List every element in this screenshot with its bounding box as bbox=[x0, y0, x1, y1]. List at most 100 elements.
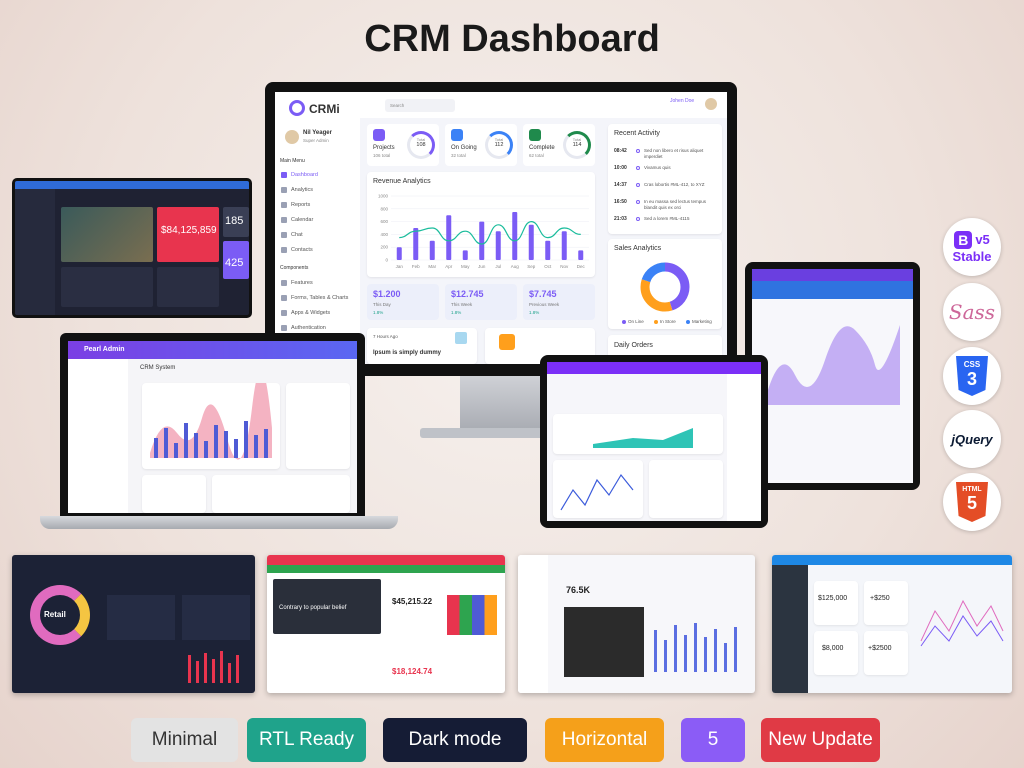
stat-ring-label: Total bbox=[416, 137, 426, 142]
search-placeholder: Search bbox=[390, 103, 405, 108]
summary-label: This Week bbox=[451, 302, 473, 307]
thumb-card: $125,000 bbox=[814, 581, 858, 625]
note-icon bbox=[499, 334, 515, 350]
logo-icon bbox=[289, 100, 305, 116]
y-tick-label: 800 bbox=[380, 206, 388, 211]
badge: Dark mode bbox=[383, 718, 527, 762]
monitor-base bbox=[420, 428, 580, 438]
activity-dot bbox=[636, 149, 640, 153]
menu-item: Authentication bbox=[291, 325, 326, 331]
tech-css: CSS 3 bbox=[943, 347, 1001, 405]
thumb-card: +$250 bbox=[864, 581, 908, 625]
thumb-sidebar bbox=[518, 555, 548, 693]
stat-ring-value: 114 bbox=[572, 142, 582, 148]
thumb-gray: 76.5K bbox=[518, 555, 755, 693]
bar bbox=[446, 215, 452, 260]
summary-label: Previous Week bbox=[529, 302, 560, 307]
right-tablet-screen bbox=[752, 269, 913, 483]
revenue-chart: 0 200 400 600 800 1000 Jan Feb Mar Apr May Jun Jul Au… bbox=[378, 194, 589, 269]
laptop-card bbox=[142, 475, 206, 513]
x-tick-label: Jun bbox=[478, 264, 486, 269]
orders-title: Daily Orders bbox=[614, 342, 653, 349]
thumb-light: Contrary to popular belief $45,215.22 $1… bbox=[267, 555, 505, 693]
menu-item: Features bbox=[291, 280, 313, 286]
thumb-panel bbox=[182, 595, 250, 640]
sales-title: Sales Analytics bbox=[614, 245, 662, 252]
thumb-amount: $45,215.22 bbox=[392, 597, 433, 606]
menu-icon bbox=[281, 217, 287, 223]
summary-card: $12.745 This Week 1.8% bbox=[445, 284, 517, 320]
bootstrap-version: v5 bbox=[975, 232, 990, 247]
activity-time: 16:50 bbox=[614, 199, 627, 205]
header-avatar bbox=[705, 98, 717, 110]
thumb-bars bbox=[188, 651, 239, 683]
stat-card: Projects 106 total Total 108 bbox=[367, 124, 439, 166]
stat-sub: 32 total bbox=[451, 153, 466, 158]
activity-text: In eu massa sed lectus tempus blandit qu… bbox=[644, 199, 707, 210]
html-version: 5 bbox=[966, 493, 977, 513]
thumb-dark-panel bbox=[564, 607, 644, 677]
st-chart bbox=[593, 428, 693, 448]
st-card bbox=[649, 460, 723, 518]
laptop-bars bbox=[154, 421, 268, 458]
tablet-stat-card: 185 bbox=[223, 207, 249, 237]
menu-icon bbox=[281, 187, 287, 193]
laptop-area bbox=[150, 369, 272, 460]
badge: 5 bbox=[681, 718, 745, 762]
thumb-price: +$2500 bbox=[868, 645, 892, 652]
bar bbox=[495, 231, 501, 260]
tablet-red-card: $84,125,859 bbox=[157, 207, 219, 262]
tablet-sidebar bbox=[15, 189, 55, 315]
menu-icon bbox=[281, 280, 287, 286]
stat-ring-value: 108 bbox=[416, 142, 426, 148]
bar bbox=[429, 240, 435, 260]
activity-text: Sed non libero et risus aliquet imperdie… bbox=[644, 148, 704, 159]
x-tick-label: Jul bbox=[495, 264, 501, 269]
stat-icon bbox=[373, 129, 385, 141]
revenue-card: Revenue Analytics 0 200 400 600 800 1000 Jan Fe… bbox=[367, 172, 595, 277]
laptop-screen: Pearl Admin CRM System bbox=[68, 341, 357, 513]
laptop-header: Pearl Admin bbox=[68, 341, 357, 359]
tablet-stat-card: 425 bbox=[223, 241, 249, 279]
summary-card: $7.745 Previous Week 1.8% bbox=[523, 284, 595, 320]
laptop-brand: Pearl Admin bbox=[84, 346, 125, 353]
activity-title: Recent Activity bbox=[614, 130, 660, 137]
menu-icon bbox=[281, 295, 287, 301]
note-text: Ipsum is simply dummy bbox=[373, 350, 442, 356]
thumb-topbar bbox=[267, 555, 505, 565]
menu-icon bbox=[281, 172, 287, 178]
thumb-bars bbox=[447, 595, 497, 635]
header-user: Johen Doe bbox=[670, 98, 695, 104]
html-label: HTML bbox=[962, 486, 982, 493]
tablet-amount: $84,125,859 bbox=[161, 225, 217, 236]
menu-icon bbox=[281, 325, 287, 331]
stat-ring bbox=[407, 131, 435, 159]
activity-dot bbox=[636, 183, 640, 187]
thumb-banner: Contrary to popular belief bbox=[273, 579, 381, 634]
y-tick-label: 400 bbox=[380, 232, 388, 237]
search-box: Search bbox=[385, 99, 455, 112]
x-tick-label: Aug bbox=[511, 264, 520, 269]
line bbox=[399, 220, 581, 245]
tech-html: HTML 5 bbox=[943, 473, 1001, 531]
menu-item: Dashboard bbox=[291, 172, 318, 178]
stat-icon bbox=[451, 129, 463, 141]
activity-time: 14:37 bbox=[614, 182, 627, 188]
legend-swatch bbox=[686, 320, 690, 324]
activity-card: Recent Activity 08:42 Sed non libero et r… bbox=[608, 124, 722, 234]
thumb-dark: Retail bbox=[12, 555, 255, 693]
activity-dot bbox=[636, 166, 640, 170]
laptop-chart bbox=[150, 369, 272, 460]
user-role: Super Admin bbox=[303, 138, 329, 143]
laptop-card bbox=[212, 475, 350, 513]
laptop-title: CRM System bbox=[140, 365, 176, 371]
st-sidebar bbox=[727, 374, 761, 521]
menu-icon bbox=[281, 310, 287, 316]
sales-card: Sales Analytics On Line In Store Marketing bbox=[608, 239, 722, 329]
tech-sass: Sass bbox=[943, 283, 1001, 341]
activity-text: Sed a lorem #ML-4115 bbox=[644, 216, 690, 221]
thumb-banner-text: Contrary to popular belief bbox=[279, 605, 347, 611]
thumb-price: +$250 bbox=[870, 595, 890, 602]
note-icon bbox=[455, 332, 467, 344]
